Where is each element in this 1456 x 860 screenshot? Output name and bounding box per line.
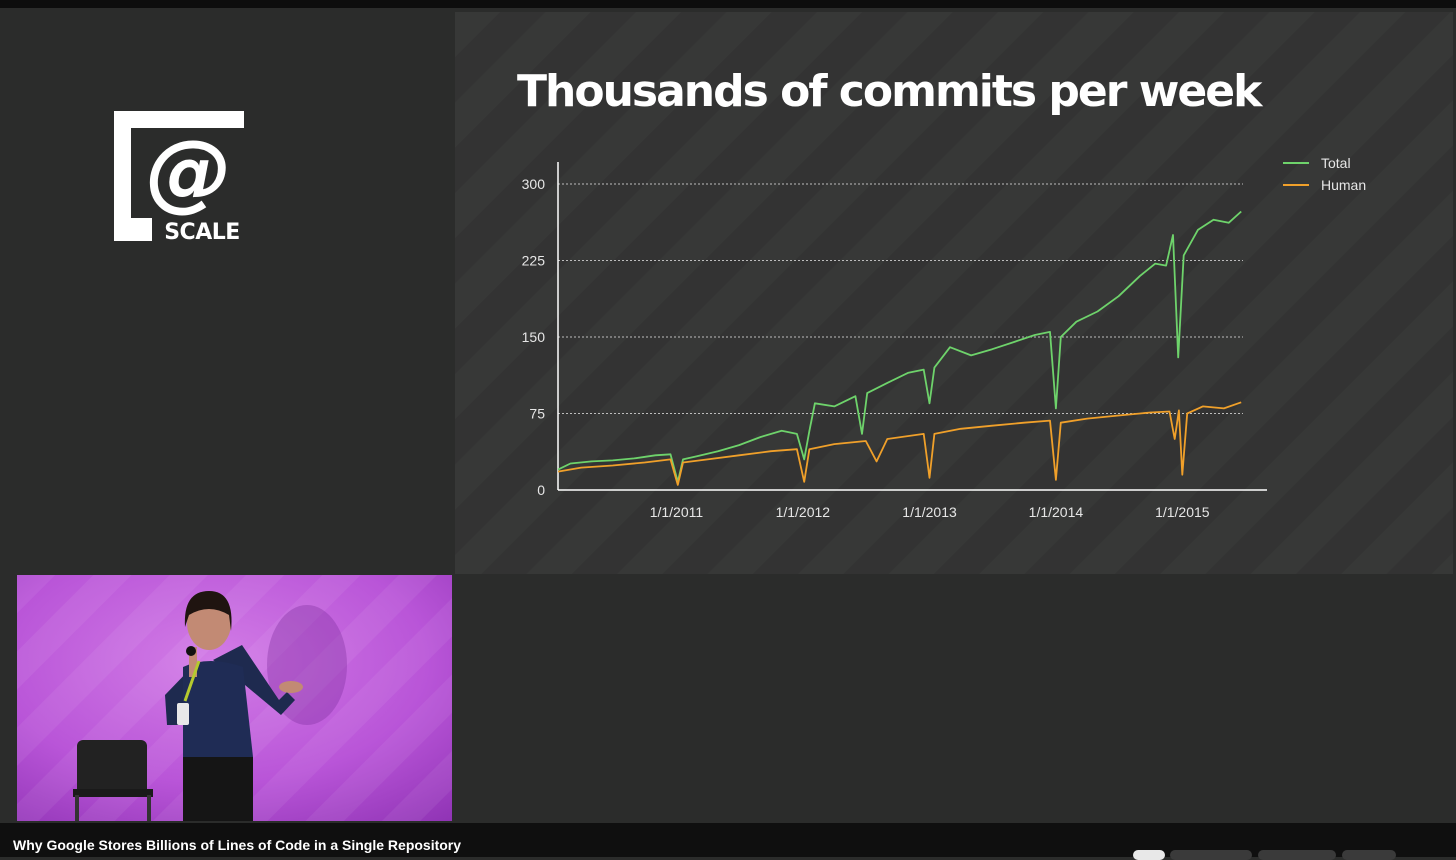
y-tick-label: 0 xyxy=(537,482,545,498)
player-control-chip[interactable] xyxy=(1133,850,1165,860)
presentation-slide: Thousands of commits per week 0 75 150 225 3… xyxy=(455,12,1453,574)
y-tick-label: 75 xyxy=(529,406,545,422)
speaker-figure xyxy=(165,591,303,821)
top-bar xyxy=(0,0,1456,8)
video-title[interactable]: Why Google Stores Billions of Lines of C… xyxy=(13,837,462,853)
x-tick-label: 1/1/2015 xyxy=(1155,504,1210,520)
series-line-human xyxy=(557,401,1242,486)
y-tick-label: 300 xyxy=(522,176,546,192)
x-tick-label: 1/1/2011 xyxy=(650,504,704,520)
y-tick-label: 150 xyxy=(522,329,546,345)
chair-icon xyxy=(73,740,153,821)
x-tick-label: 1/1/2013 xyxy=(902,504,957,520)
slide-title: Thousands of commits per week xyxy=(517,66,1262,117)
player-control-chip[interactable] xyxy=(1342,850,1396,860)
legend-label-human: Human xyxy=(1321,177,1366,193)
video-player-bar: Why Google Stores Billions of Lines of C… xyxy=(0,823,1456,860)
slide-background-pattern xyxy=(455,12,1453,574)
player-control-chip[interactable] xyxy=(1170,850,1252,860)
series-line-total xyxy=(557,210,1242,483)
logo-at-glyph: @ xyxy=(146,122,232,222)
legend-label-total: Total xyxy=(1321,155,1351,171)
x-tick-label: 1/1/2014 xyxy=(1029,504,1084,520)
x-tick-label: 1/1/2012 xyxy=(776,504,831,520)
speaker-video-feed[interactable] xyxy=(17,575,452,821)
logo-scale-text: SCALE xyxy=(164,220,240,241)
y-tick-label: 225 xyxy=(522,253,546,269)
left-panel xyxy=(0,8,455,574)
player-control-chip[interactable] xyxy=(1258,850,1336,860)
at-scale-logo: @ SCALE xyxy=(114,111,244,241)
commits-line-chart: 0 75 150 225 300 1/1/2011 1/1/2012 1/1/2013 1/1/… xyxy=(522,155,1367,520)
